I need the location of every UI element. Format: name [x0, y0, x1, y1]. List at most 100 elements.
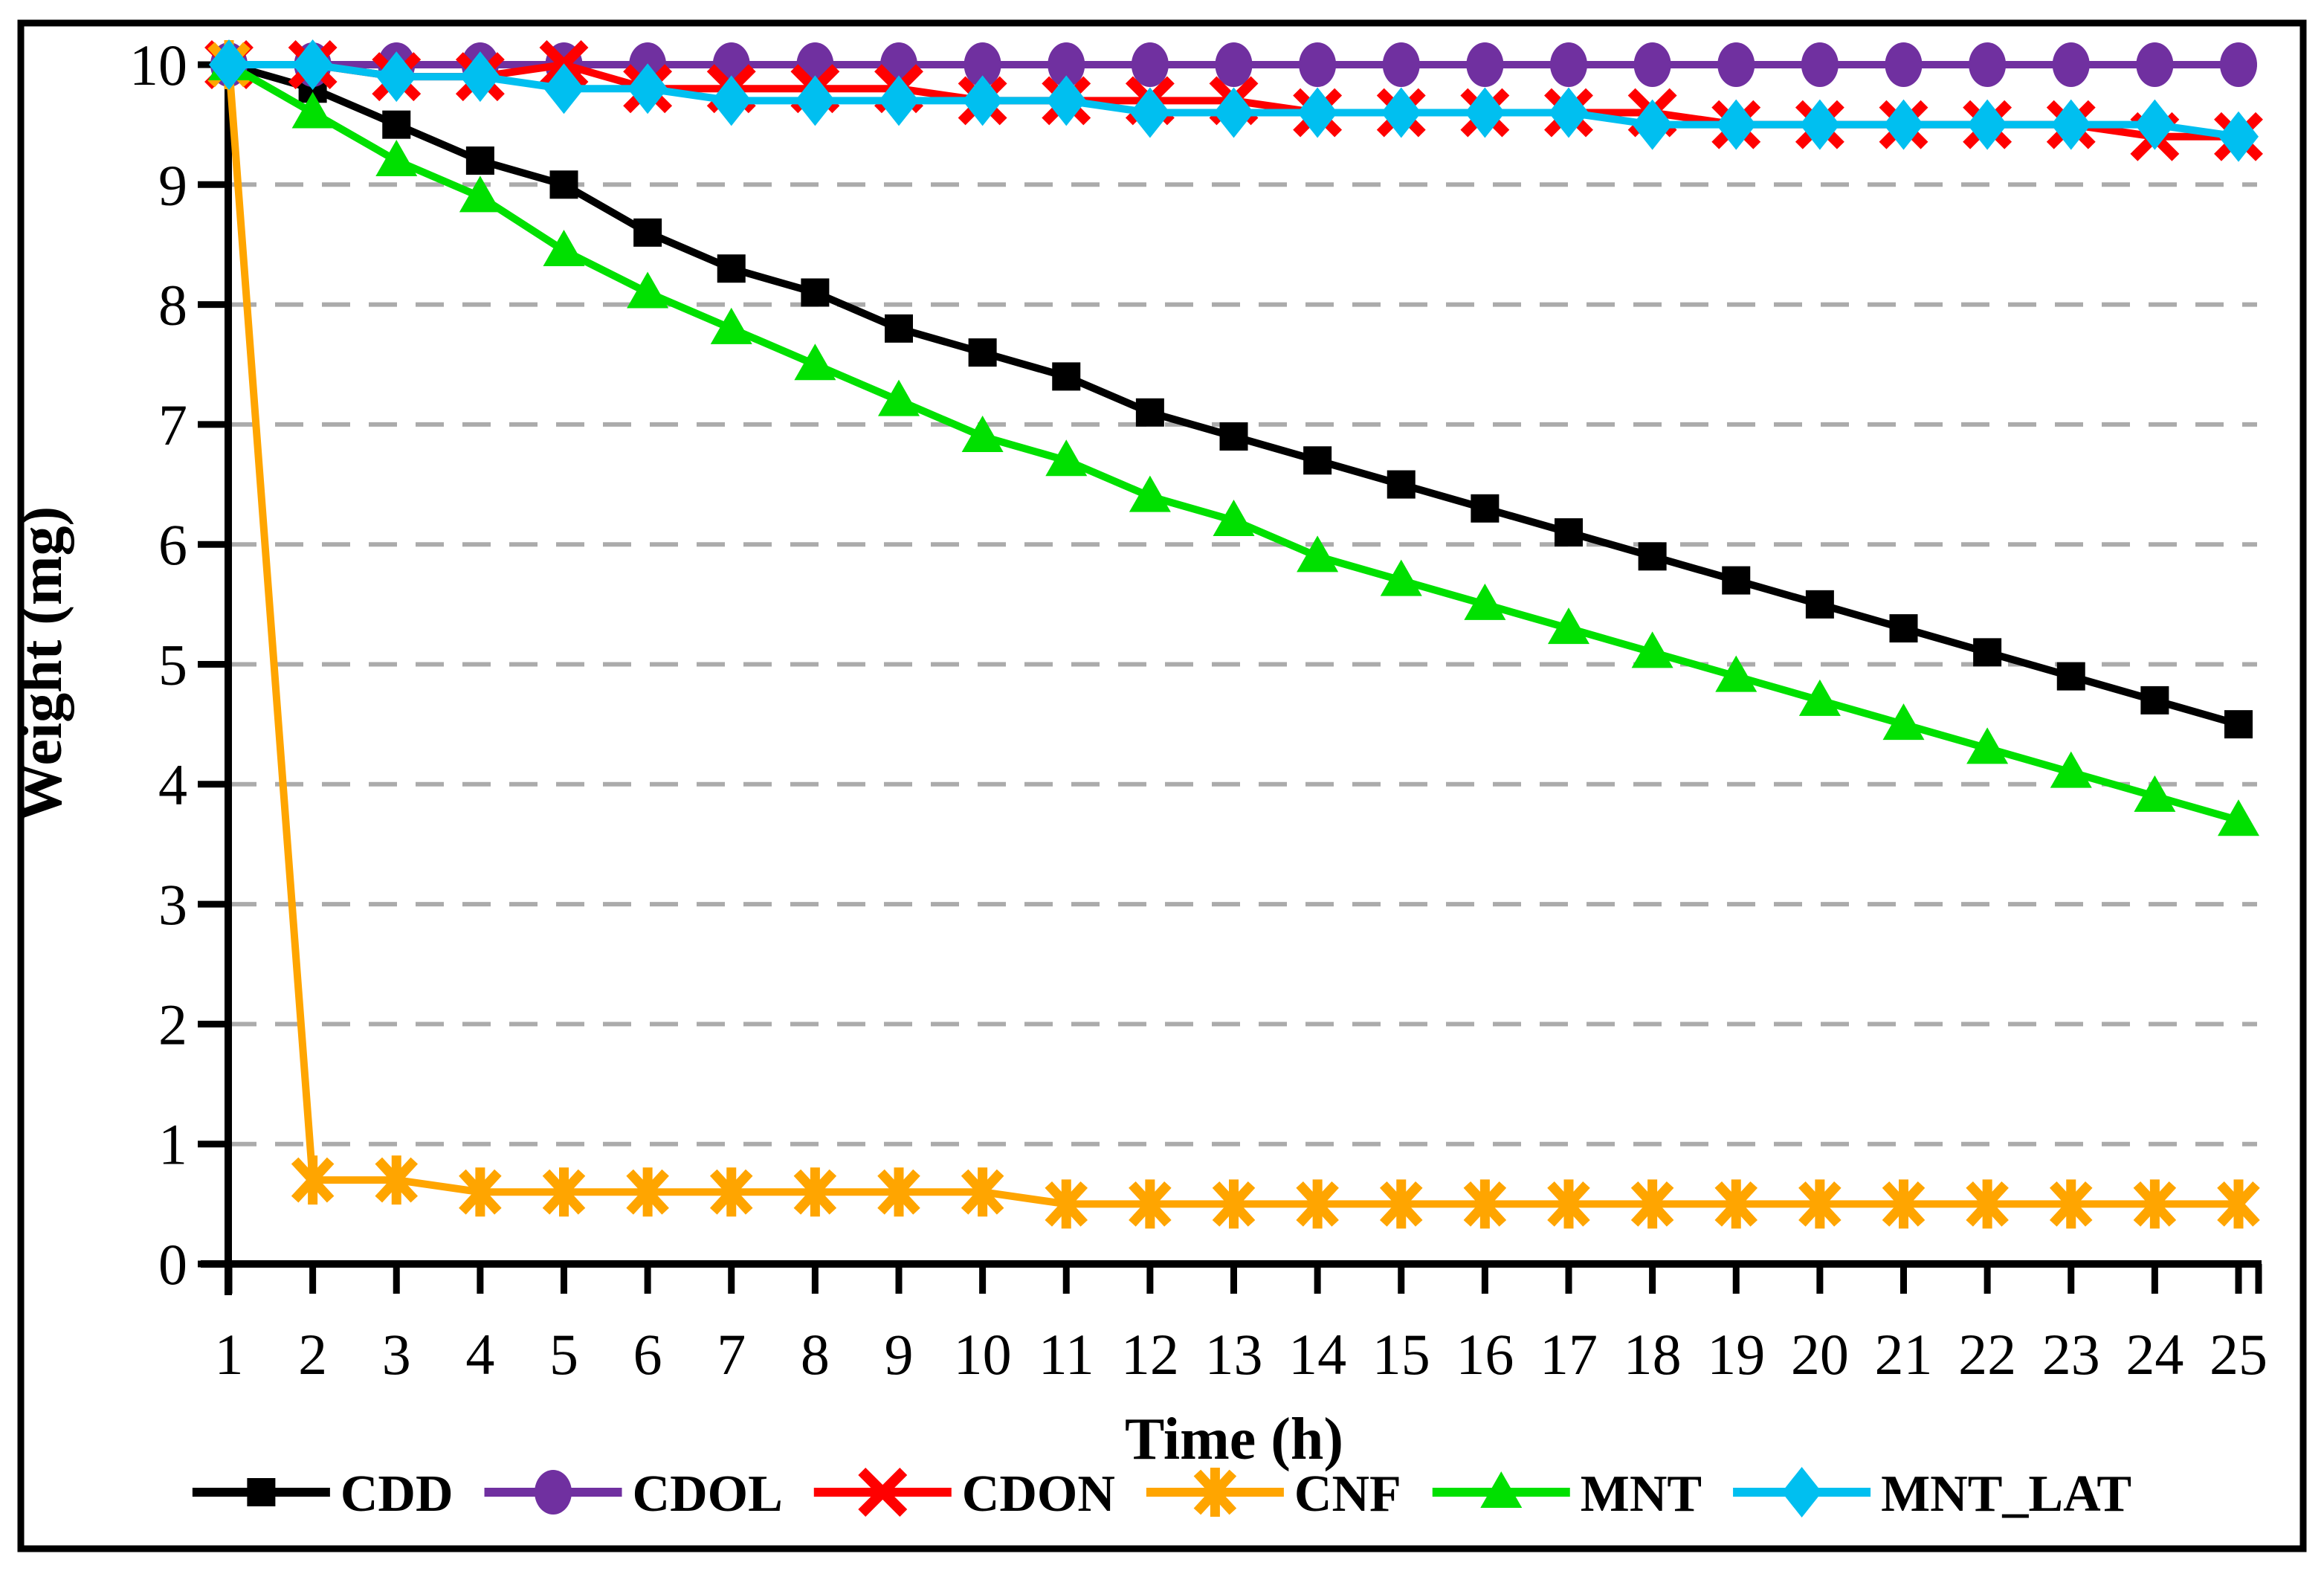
- asterisk-marker: [961, 1167, 1004, 1217]
- legend-item-MNT_LAT: MNT_LAT: [1733, 1465, 2131, 1523]
- asterisk-marker: [375, 1155, 419, 1205]
- circle-marker: [1299, 42, 1337, 87]
- legend-label-CDD: CDD: [340, 1465, 453, 1523]
- square-marker: [717, 254, 746, 283]
- triangle-marker: [375, 140, 418, 177]
- diamond-marker: [1129, 87, 1170, 138]
- triangle-marker: [459, 175, 501, 213]
- diamond-marker: [1465, 87, 1505, 138]
- asterisk-marker: [459, 1167, 502, 1217]
- diamond-marker: [209, 39, 249, 90]
- diamond-marker: [1046, 75, 1087, 126]
- circle-marker: [2136, 42, 2174, 87]
- circle-marker: [1717, 42, 1755, 87]
- x-tick-label-5: 5: [549, 1322, 578, 1387]
- y-axis-title: Weight (mg): [9, 506, 74, 822]
- square-marker: [1805, 590, 1834, 619]
- x-tick-label-10: 10: [954, 1322, 1012, 1387]
- circle-marker: [535, 1470, 572, 1515]
- asterisk-marker: [877, 1167, 920, 1217]
- square-marker: [1555, 518, 1583, 547]
- triangle-marker: [878, 379, 920, 416]
- diamond-marker: [2050, 99, 2091, 150]
- square-marker: [1052, 362, 1081, 391]
- triangle-marker: [291, 91, 334, 129]
- series-layer: [204, 39, 2263, 1229]
- asterisk-marker: [2049, 1179, 2093, 1229]
- diamond-marker: [543, 63, 584, 114]
- circle-marker: [1801, 42, 1839, 87]
- triangle-marker: [794, 343, 836, 381]
- triangle-marker: [1798, 679, 1841, 716]
- square-marker: [1219, 422, 1248, 451]
- square-marker: [465, 146, 494, 175]
- diamond-marker: [2218, 111, 2259, 162]
- legend-item-CDD: CDD: [192, 1465, 453, 1523]
- diamond-marker: [795, 75, 836, 126]
- asterisk-marker: [709, 1167, 753, 1217]
- asterisk-marker: [542, 1167, 586, 1217]
- square-marker: [1303, 446, 1332, 475]
- legend-item-CDON: CDON: [813, 1465, 1115, 1523]
- diamond-marker: [962, 75, 1003, 126]
- x-tick-label-19: 19: [1707, 1322, 1765, 1387]
- triangle-marker: [1480, 1471, 1523, 1508]
- diamond-marker: [1381, 87, 1421, 138]
- diamond-marker: [459, 51, 500, 103]
- x-tick-label-12: 12: [1121, 1322, 1179, 1387]
- x-marker: [858, 1468, 908, 1517]
- triangle-marker: [1464, 583, 1506, 620]
- y-tick-label-7: 7: [158, 393, 187, 457]
- x-tick-label-11: 11: [1039, 1322, 1094, 1387]
- y-axis-tick-labels: 0 1 2 3 4 5 6 7 8 9 10: [129, 33, 187, 1297]
- x-tick-label-18: 18: [1624, 1322, 1682, 1387]
- asterisk-marker: [1714, 1179, 1758, 1229]
- y-tick-label-1: 1: [158, 1112, 187, 1177]
- asterisk-marker: [1966, 1179, 2009, 1229]
- triangle-marker: [1631, 631, 1673, 668]
- square-marker: [1387, 470, 1416, 499]
- triangle-marker: [2050, 751, 2092, 788]
- square-marker: [633, 218, 662, 247]
- y-tick-label-2: 2: [158, 992, 187, 1057]
- square-marker: [801, 278, 830, 307]
- asterisk-marker: [626, 1167, 669, 1217]
- legend: CDD CDOL CDON CNF MNT MNT_LAT: [192, 1465, 2131, 1523]
- y-tick-label-9: 9: [158, 152, 187, 217]
- asterisk-marker: [1798, 1179, 1842, 1229]
- triangle-marker: [1882, 703, 1925, 741]
- legend-item-MNT: MNT: [1432, 1465, 1702, 1523]
- x-tick-label-8: 8: [801, 1322, 830, 1387]
- diamond-marker: [1781, 1467, 1822, 1517]
- triangle-marker: [1045, 439, 1088, 477]
- asterisk-marker: [1630, 1179, 1674, 1229]
- series-CDD: [215, 51, 2253, 739]
- y-tick-label-3: 3: [158, 872, 187, 937]
- diamond-marker: [711, 75, 752, 126]
- square-marker: [1722, 566, 1751, 595]
- circle-marker: [1215, 42, 1253, 87]
- circle-marker: [2052, 42, 2090, 87]
- triangle-marker: [2134, 775, 2176, 812]
- diamond-marker: [376, 51, 417, 103]
- y-tick-label-8: 8: [158, 273, 187, 338]
- circle-marker: [1885, 42, 1923, 87]
- circle-marker: [2220, 42, 2257, 87]
- diamond-marker: [1716, 99, 1757, 150]
- x-axis-title: Time (h): [1125, 1407, 1343, 1472]
- triangle-marker: [627, 271, 669, 309]
- triangle-marker: [1380, 559, 1422, 596]
- series-CNF: [207, 40, 2260, 1229]
- square-marker: [968, 338, 997, 367]
- asterisk-marker: [1212, 1179, 1256, 1229]
- circle-marker: [964, 42, 1001, 87]
- x-tick-label-3: 3: [382, 1322, 411, 1387]
- triangle-marker: [2218, 799, 2259, 836]
- circle-marker: [1466, 42, 1504, 87]
- asterisk-marker: [1193, 1468, 1237, 1517]
- square-marker: [1471, 494, 1500, 523]
- diamond-marker: [292, 39, 333, 90]
- x-tick-label-23: 23: [2042, 1322, 2100, 1387]
- square-marker: [1889, 614, 1918, 643]
